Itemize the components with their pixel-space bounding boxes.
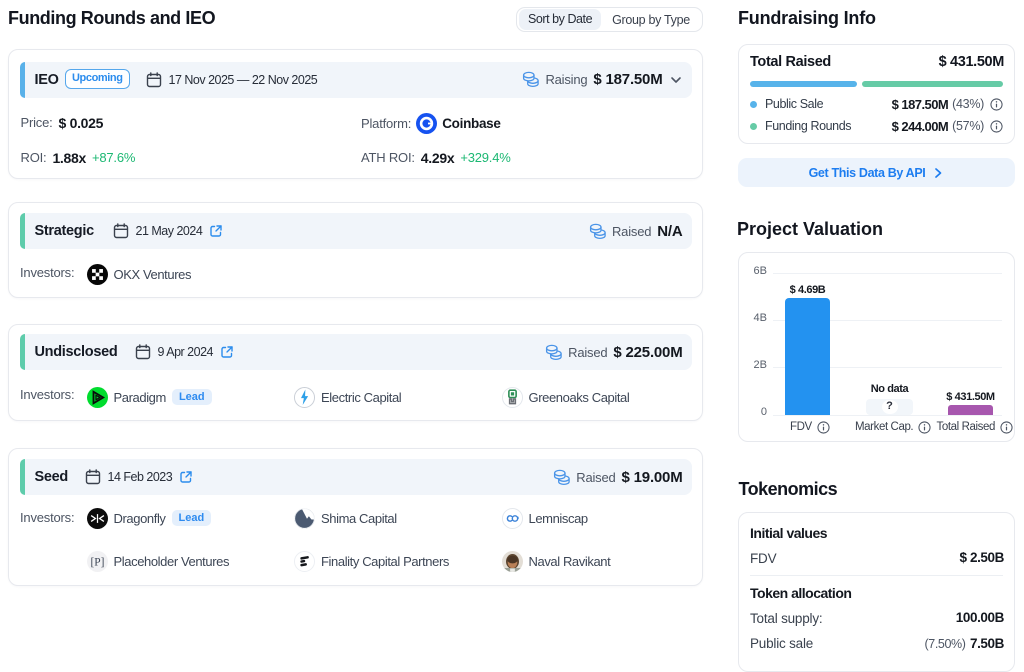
svg-text:[P]: [P] xyxy=(90,557,104,569)
